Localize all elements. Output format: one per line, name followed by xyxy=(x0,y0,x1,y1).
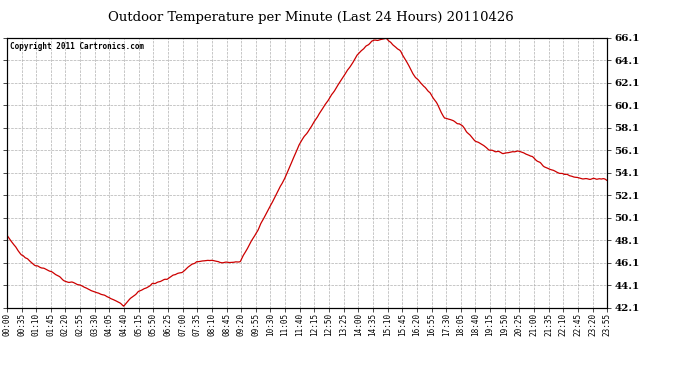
Text: Outdoor Temperature per Minute (Last 24 Hours) 20110426: Outdoor Temperature per Minute (Last 24 … xyxy=(108,11,513,24)
Text: Copyright 2011 Cartronics.com: Copyright 2011 Cartronics.com xyxy=(10,42,144,51)
